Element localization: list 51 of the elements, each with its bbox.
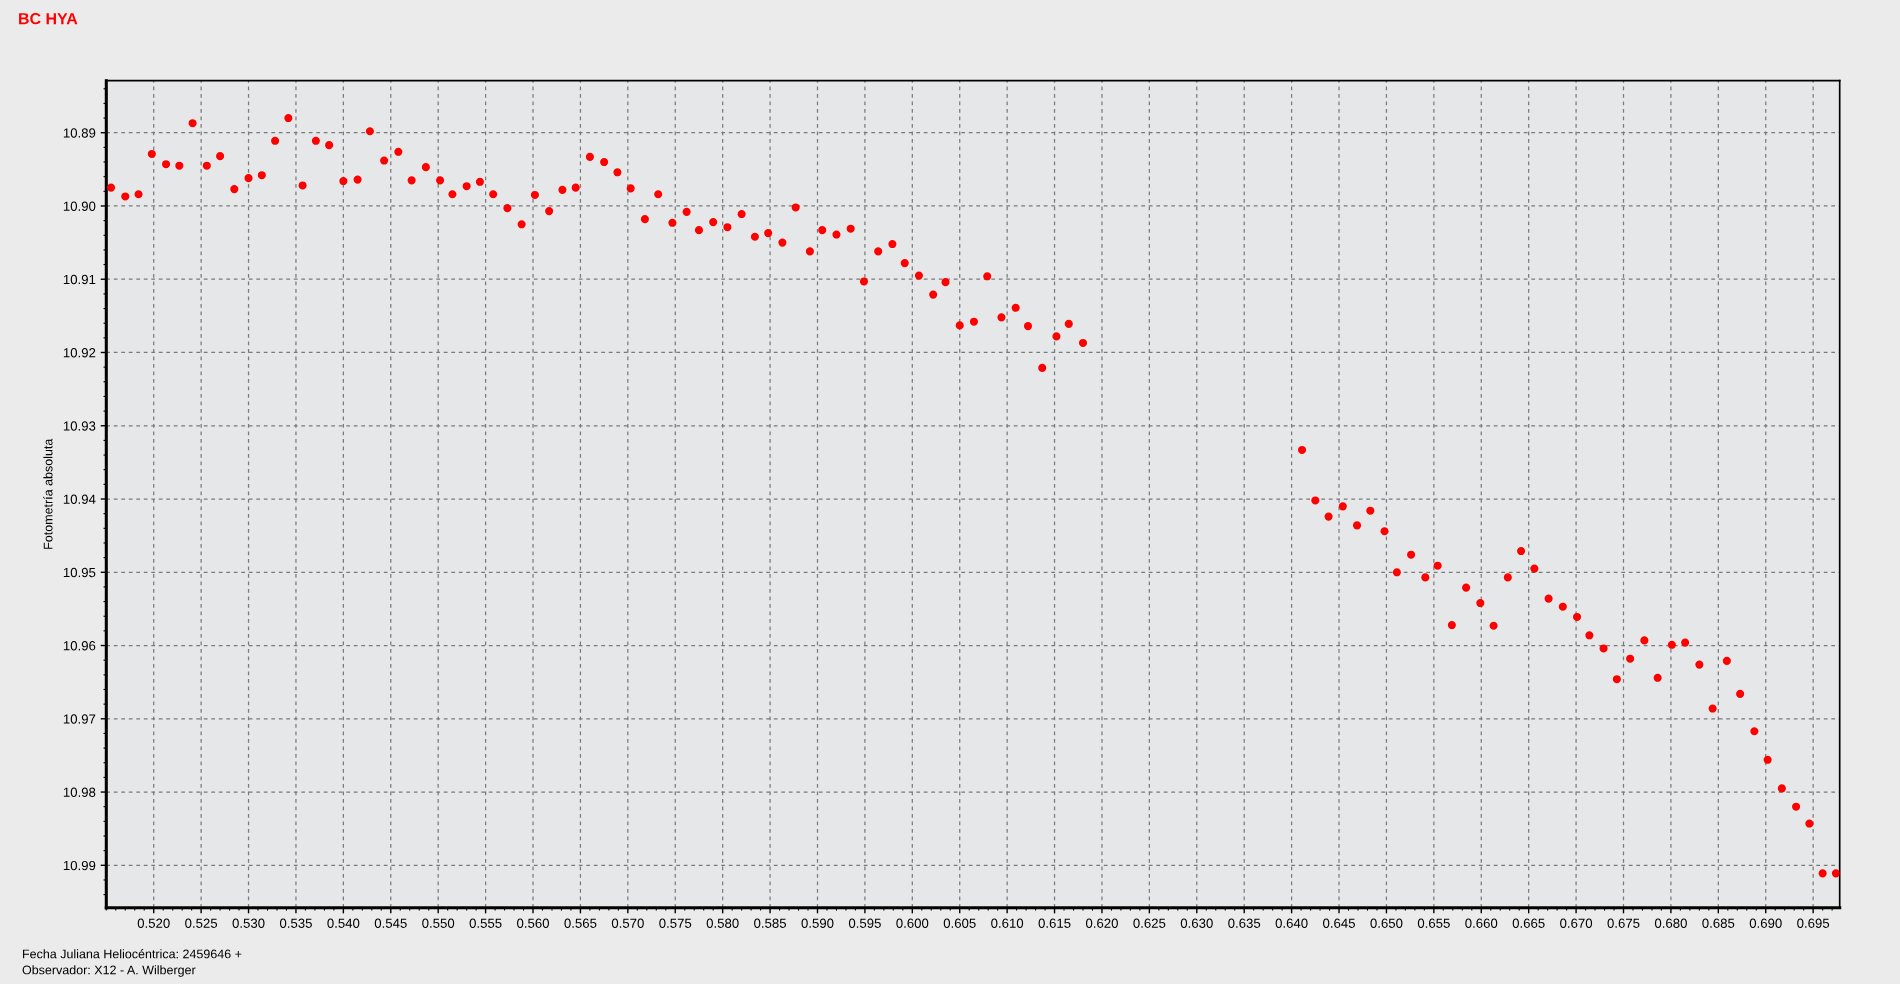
y-tick-label: 10.95: [63, 567, 96, 578]
x-tick-label: 0.620: [1085, 918, 1118, 928]
x-tick-label: 0.570: [611, 918, 644, 928]
x-tick-label: 0.635: [1228, 918, 1261, 928]
x-tick-label: 0.550: [422, 918, 455, 928]
y-tick-label: 10.94: [63, 494, 96, 504]
x-tick-label: 0.625: [1133, 918, 1166, 928]
x-tick-label: 0.600: [896, 918, 929, 928]
x-tick-label: 0.580: [706, 918, 739, 928]
x-tick-label: 0.525: [185, 918, 218, 928]
y-tick-label: 10.89: [63, 128, 96, 138]
x-tick-label: 0.695: [1797, 918, 1830, 928]
x-tick-label: 0.685: [1702, 918, 1735, 928]
y-tick-label: 10.98: [63, 787, 96, 797]
y-tick-label: 10.92: [63, 348, 96, 358]
x-tick-label: 0.665: [1512, 918, 1545, 928]
x-tick-label: 0.595: [848, 918, 881, 928]
x-tick-label: 0.615: [1038, 918, 1071, 928]
x-axis-title: Fecha Juliana Heliocéntrica: 2459646 +: [23, 949, 242, 959]
y-tick-label: 10.90: [63, 201, 96, 211]
x-tick-label: 0.650: [1370, 918, 1403, 928]
x-tick-label: 0.655: [1417, 918, 1450, 928]
y-tick-label: 10.96: [63, 641, 96, 651]
x-tick-label: 0.540: [327, 918, 360, 928]
x-tick-label: 0.645: [1323, 918, 1355, 928]
y-axis-title: Fotometría absoluta: [43, 438, 53, 549]
x-tick-label: 0.640: [1275, 918, 1308, 928]
y-tick-label: 10.97: [63, 714, 96, 724]
text: Observador: X12 - A. Wilberger: [22, 965, 196, 977]
x-tick-label: 0.610: [991, 918, 1024, 928]
y-tick-label: 10.99: [63, 860, 96, 871]
x-tick-label: 0.585: [754, 918, 787, 928]
y-tick-label: 10.91: [63, 274, 96, 285]
x-tick-label: 0.605: [943, 918, 976, 928]
x-tick-label: 0.560: [517, 918, 550, 928]
x-tick-label: 0.530: [232, 918, 265, 928]
x-tick-label: 0.680: [1654, 918, 1687, 928]
x-tick-label: 0.660: [1465, 918, 1498, 928]
x-tick-label: 0.670: [1560, 918, 1593, 928]
chart-title: BC HYA: [19, 12, 78, 25]
x-tick-label: 0.675: [1607, 918, 1640, 928]
x-tick-label: 0.535: [279, 918, 312, 928]
x-tick-label: 0.565: [564, 918, 597, 928]
x-tick-label: 0.520: [137, 918, 170, 928]
x-tick-label: 0.630: [1180, 918, 1213, 928]
x-tick-label: 0.545: [374, 918, 407, 928]
x-tick-label: 0.690: [1749, 918, 1782, 928]
x-tick-label: 0.590: [801, 918, 834, 928]
x-tick-label: 0.575: [659, 918, 692, 928]
y-tick-label: 10.93: [63, 421, 96, 431]
x-tick-label: 0.555: [469, 918, 502, 928]
